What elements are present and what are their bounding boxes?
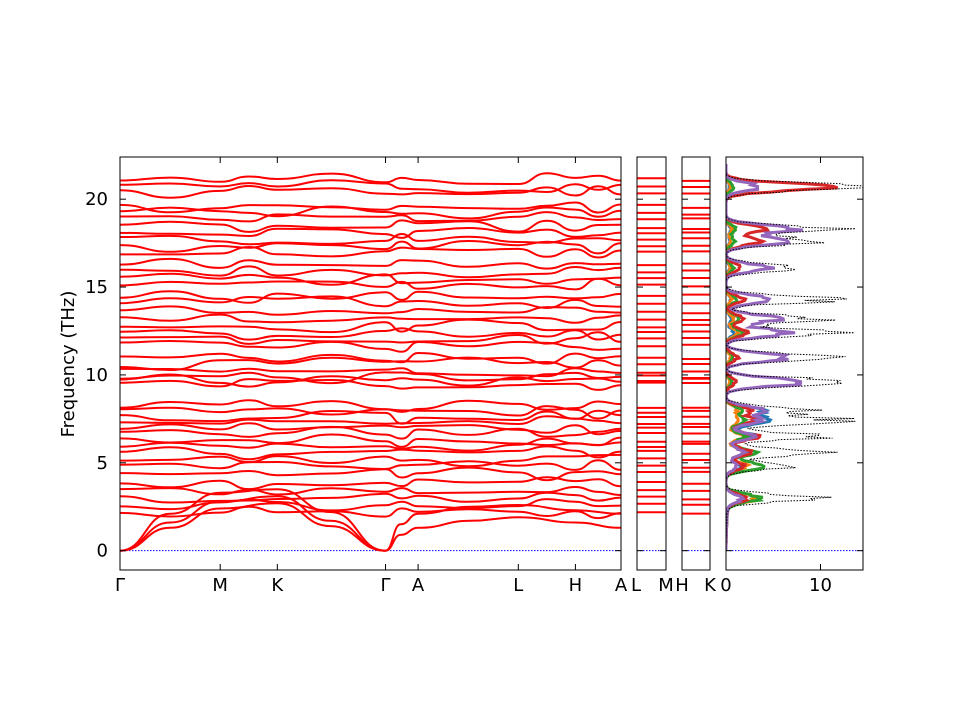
optical-band: [120, 491, 621, 504]
optical-band: [120, 318, 621, 334]
optical-band: [120, 476, 621, 491]
x-tick-label: M: [658, 575, 674, 596]
optical-band: [120, 184, 621, 199]
dos-panel: 0 10: [720, 156, 864, 596]
y-tick-label: 20: [85, 189, 108, 210]
x-tick-label: K: [271, 575, 284, 596]
optical-band: [120, 453, 621, 468]
optical-band: [120, 179, 621, 194]
optical-band: [120, 378, 621, 391]
acoustic-band: [120, 495, 386, 552]
optical-band: [120, 327, 621, 341]
optical-band: [120, 239, 621, 255]
h-k-panel-frame: [681, 156, 711, 571]
y-tick-label: 15: [85, 277, 108, 298]
optical-band: [120, 272, 621, 286]
x-tick-label: Γ: [381, 575, 391, 596]
dos-panel-frame: [725, 156, 864, 571]
optical-band: [120, 226, 621, 239]
optical-band: [120, 219, 621, 233]
optical-band: [120, 505, 621, 520]
x-tick-label: A: [615, 575, 628, 596]
optical-band: [120, 290, 621, 304]
optical-band: [120, 211, 621, 223]
optical-band: [120, 367, 621, 378]
optical-band: [120, 433, 621, 448]
main-panel-frame: [119, 156, 622, 571]
total-dos-curve: [726, 164, 863, 551]
optical-band: [120, 172, 621, 186]
optical-band: [120, 245, 621, 259]
optical-band: [120, 313, 621, 324]
x-tick-label: K: [704, 575, 717, 596]
optical-band: [120, 331, 621, 345]
dos-x-tick-label: 10: [809, 575, 832, 596]
optical-band: [120, 409, 621, 425]
optical-band: [120, 422, 621, 436]
optical-band: [120, 277, 621, 291]
optical-band: [120, 371, 621, 385]
x-tick-label: Γ: [115, 575, 125, 596]
acoustic-band: [385, 516, 621, 552]
optical-band: [120, 305, 621, 316]
x-tick-label: A: [412, 575, 425, 596]
optical-band: [120, 339, 621, 353]
optical-band: [120, 232, 621, 246]
optical-band: [120, 459, 621, 471]
l-m-band-panel: M: [636, 156, 674, 596]
optical-band: [120, 498, 621, 512]
optical-band: [120, 295, 621, 310]
x-tick-label: L: [513, 575, 523, 596]
y-tick-label: 5: [97, 453, 108, 474]
optical-band: [120, 201, 621, 214]
x-tick-label: M: [212, 575, 228, 596]
y-axis-label: Frequency (THz): [58, 291, 79, 438]
optical-band: [120, 257, 621, 270]
optical-band: [120, 351, 621, 365]
optical-band: [120, 425, 621, 440]
x-tick-label: L: [631, 575, 641, 596]
optical-band: [120, 399, 621, 413]
frequency-axis: 0 5 10 15 20: [85, 189, 863, 562]
optical-band: [120, 466, 621, 482]
y-tick-label: 10: [85, 365, 108, 386]
x-tick-label: H: [569, 575, 583, 596]
x-tick-label: H: [675, 575, 689, 596]
dos-x-tick-label: 0: [720, 575, 731, 596]
optical-band: [120, 485, 621, 497]
optical-band: [120, 437, 621, 452]
optical-band: [120, 373, 621, 388]
optical-band: [120, 205, 621, 220]
l-m-panel-frame: [636, 156, 667, 571]
y-tick-label: 0: [97, 541, 108, 562]
optical-band: [120, 265, 621, 279]
